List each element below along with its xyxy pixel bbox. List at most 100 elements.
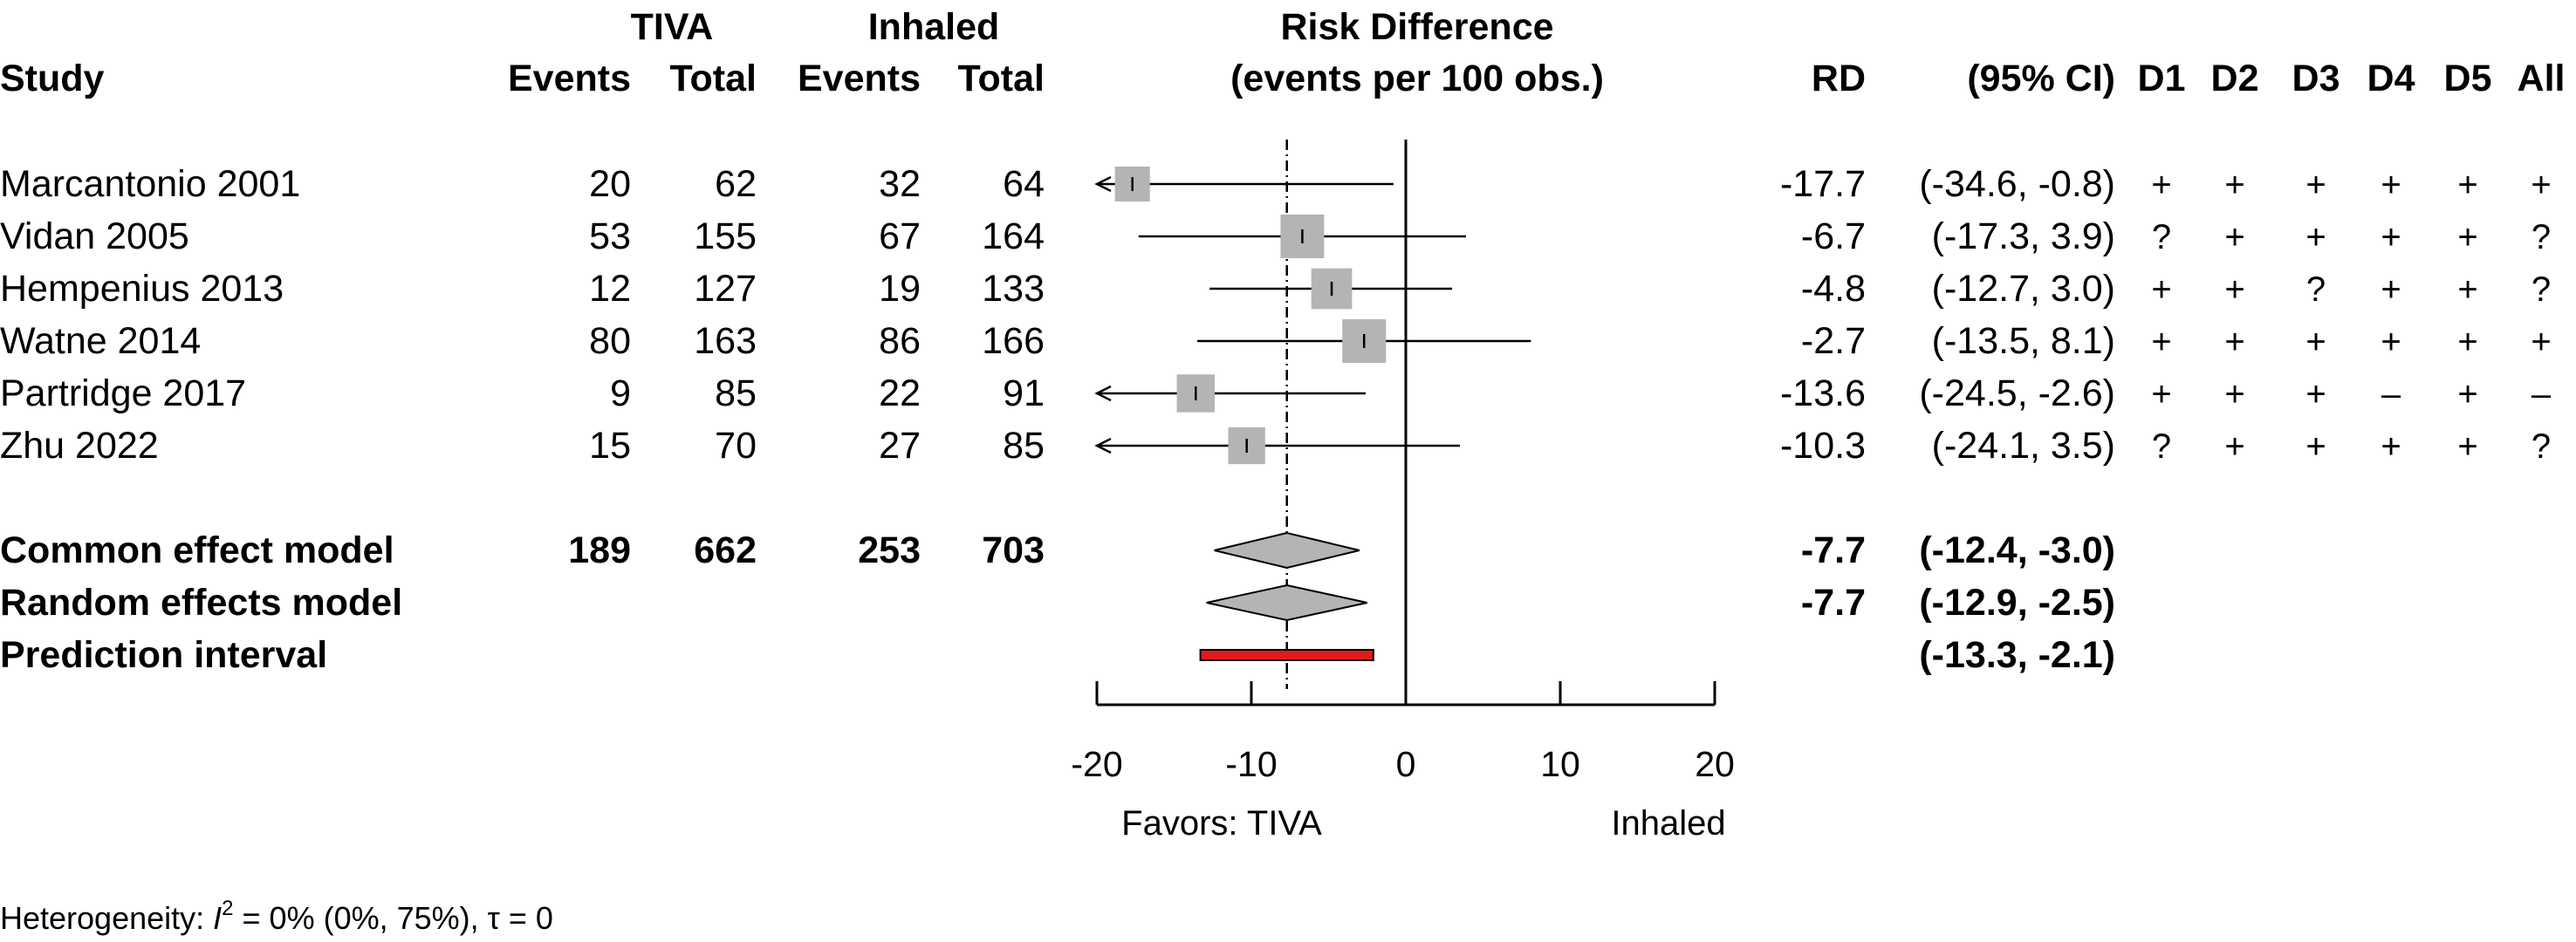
random-rd-value: -7.7 (1801, 582, 1866, 624)
x-tick-label: 0 (1396, 744, 1416, 784)
ci-arrow-left (1094, 175, 1112, 193)
common-events-inhaled: 253 (858, 529, 921, 571)
rd-value: -6.7 (1801, 215, 1866, 257)
ci-value: (-12.7, 3.0) (1932, 268, 2115, 310)
header-rd: RD (1812, 58, 1866, 99)
rob-d4: + (2381, 270, 2401, 309)
rob-d1: + (2151, 375, 2171, 413)
heterogeneity-text: Heterogeneity: I2 = 0% (0%, 75%), τ = 0 (0, 897, 553, 936)
rob-d4: + (2381, 427, 2401, 466)
rob-d4: – (2381, 375, 2401, 413)
rob-d2: + (2224, 375, 2244, 413)
header-d2: D2 (2211, 58, 2259, 99)
rob-d2: + (2224, 218, 2244, 256)
rob-d4: + (2381, 323, 2401, 361)
header-rd-title: Risk Difference (1280, 6, 1553, 48)
rob-d1: + (2151, 270, 2171, 309)
rob-d3: + (2305, 323, 2326, 361)
het-i2-value: = 0% (0%, 75%), (234, 900, 488, 936)
prediction-interval-row: Prediction interval (-13.3, -2.1) (0, 634, 2115, 676)
events-inhaled: 19 (879, 268, 921, 310)
common-total-inhaled: 703 (982, 529, 1045, 571)
total-tiva: 163 (694, 320, 757, 362)
rob-d5: + (2457, 218, 2477, 256)
study-name: Marcantonio 2001 (0, 163, 300, 205)
total-inhaled: 85 (1003, 425, 1045, 467)
rob-all: + (2531, 166, 2551, 204)
ci-value: (-34.6, -0.8) (1919, 163, 2115, 205)
total-tiva: 70 (715, 425, 757, 467)
study-row: Partridge 2017 9 85 22 91 -13.6 (-24.5, … (0, 372, 2552, 414)
total-tiva: 155 (694, 215, 757, 257)
header-group2: Inhaled (868, 6, 1000, 48)
study-name: Zhu 2022 (0, 425, 159, 467)
x-tick-label: -10 (1225, 744, 1277, 784)
rob-d1: + (2151, 323, 2171, 361)
header-ci: (95% CI) (1967, 58, 2115, 99)
header-d1: D1 (2138, 58, 2186, 99)
rob-d1: ? (2152, 218, 2171, 256)
rob-d5: + (2457, 323, 2477, 361)
random-effects-label: Random effects model (0, 582, 402, 624)
common-events-tiva: 189 (568, 529, 631, 571)
rd-value: -13.6 (1780, 372, 1866, 414)
study-row: Vidan 2005 53 155 67 164 -6.7 (-17.3, 3.… (0, 215, 2551, 257)
rob-d2: + (2224, 166, 2244, 204)
rob-d4: + (2381, 218, 2401, 256)
total-tiva: 85 (715, 372, 757, 414)
study-name: Partridge 2017 (0, 372, 246, 414)
events-tiva: 15 (589, 425, 631, 467)
rd-value: -2.7 (1801, 320, 1866, 362)
total-inhaled: 166 (982, 320, 1045, 362)
header-d4: D4 (2367, 58, 2415, 99)
prediction-interval-label: Prediction interval (0, 634, 327, 676)
rob-d5: + (2457, 166, 2477, 204)
rob-d1: + (2151, 166, 2171, 204)
ci-arrow-left (1094, 437, 1112, 454)
total-inhaled: 64 (1003, 163, 1045, 205)
random-ci-value: (-12.9, -2.5) (1919, 582, 2115, 624)
events-tiva: 12 (589, 268, 631, 310)
study-name: Watne 2014 (0, 320, 201, 362)
events-tiva: 80 (589, 320, 631, 362)
events-inhaled: 27 (879, 425, 921, 467)
total-tiva: 127 (694, 268, 757, 310)
het-tau-symbol: τ (488, 900, 500, 936)
common-effect-diamond (1214, 531, 1360, 570)
prediction-ci-value: (-13.3, -2.1) (1919, 634, 2115, 676)
favors-right-label: Inhaled (1611, 804, 1725, 843)
rob-d2: + (2224, 323, 2244, 361)
study-name: Hempenius 2013 (0, 268, 284, 310)
ci-value: (-24.1, 3.5) (1932, 425, 2115, 467)
rd-value: -10.3 (1780, 425, 1866, 467)
study-row: Marcantonio 2001 20 62 32 64 -17.7 (-34.… (0, 163, 2552, 205)
rob-d4: + (2381, 166, 2401, 204)
rd-value: -4.8 (1801, 268, 1866, 310)
rd-value: -17.7 (1780, 163, 1866, 205)
events-tiva: 20 (589, 163, 631, 205)
events-inhaled: 67 (879, 215, 921, 257)
rob-d2: + (2224, 427, 2244, 466)
study-name: Vidan 2005 (0, 215, 189, 257)
rob-d5: + (2457, 427, 2477, 466)
favors-left-label: Favors: TIVA (1121, 804, 1322, 843)
het-i2-exp: 2 (222, 897, 233, 920)
study-row: Watne 2014 80 163 86 166 -2.7 (-13.5, 8.… (0, 320, 2552, 362)
ci-value: (-17.3, 3.9) (1932, 215, 2115, 257)
study-row: Hempenius 2013 12 127 19 133 -4.8 (-12.7… (0, 268, 2551, 310)
header-group1: TIVA (631, 6, 714, 48)
plot-area (1094, 140, 1716, 706)
events-tiva: 53 (589, 215, 631, 257)
header-all: All (2518, 58, 2566, 99)
common-effect-label: Common effect model (0, 529, 394, 571)
events-inhaled: 22 (879, 372, 921, 414)
x-tick-label: 10 (1540, 744, 1580, 784)
het-i2-symbol: I (213, 900, 222, 936)
header-rd-subtitle: (events per 100 obs.) (1230, 58, 1604, 99)
het-prefix: Heterogeneity: (0, 900, 213, 936)
x-tick-label: -20 (1071, 744, 1122, 784)
het-tau-value: = 0 (500, 900, 553, 936)
total-inhaled: 133 (982, 268, 1045, 310)
rob-d3: ? (2306, 270, 2326, 309)
